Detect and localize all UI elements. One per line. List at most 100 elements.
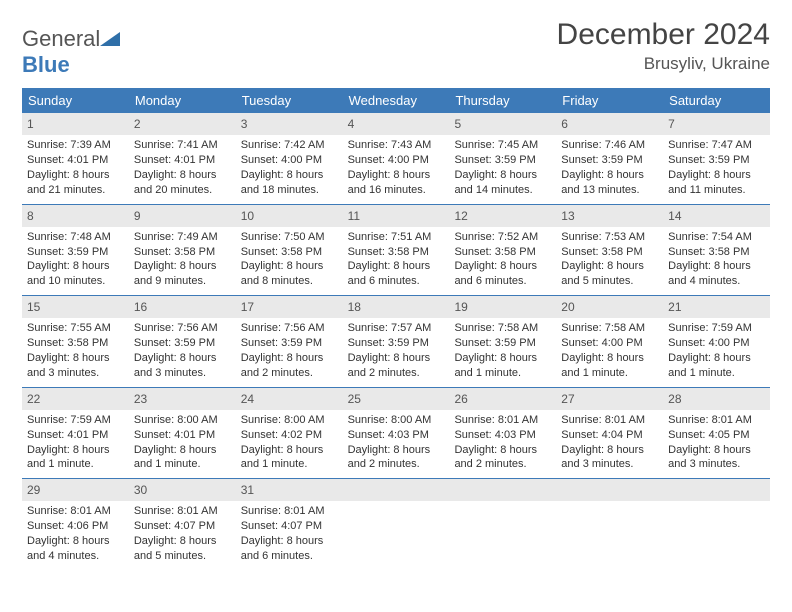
sunset-text: Sunset: 4:01 PM (27, 153, 124, 168)
day-number: 25 (343, 388, 450, 410)
day-body: Sunrise: 7:59 AMSunset: 4:01 PMDaylight:… (22, 410, 129, 478)
sunrise-text: Sunrise: 7:48 AM (27, 230, 124, 245)
day-body: Sunrise: 7:43 AMSunset: 4:00 PMDaylight:… (343, 135, 450, 203)
logo-word2: Blue (22, 52, 70, 77)
day-number: 1 (22, 113, 129, 135)
day-cell: 30Sunrise: 8:01 AMSunset: 4:07 PMDayligh… (129, 479, 236, 570)
daylight-text-2: and 11 minutes. (668, 183, 765, 198)
sunrise-text: Sunrise: 7:59 AM (668, 321, 765, 336)
daylight-text-1: Daylight: 8 hours (134, 443, 231, 458)
day-number (343, 479, 450, 501)
daylight-text-1: Daylight: 8 hours (668, 443, 765, 458)
day-cell: 20Sunrise: 7:58 AMSunset: 4:00 PMDayligh… (556, 296, 663, 387)
day-body: Sunrise: 7:57 AMSunset: 3:59 PMDaylight:… (343, 318, 450, 386)
day-cell: 27Sunrise: 8:01 AMSunset: 4:04 PMDayligh… (556, 388, 663, 479)
sunset-text: Sunset: 3:59 PM (668, 153, 765, 168)
week-row: 8Sunrise: 7:48 AMSunset: 3:59 PMDaylight… (22, 204, 770, 296)
daylight-text-2: and 3 minutes. (27, 366, 124, 381)
daylight-text-1: Daylight: 8 hours (241, 168, 338, 183)
weekday-header: Thursday (449, 88, 556, 113)
daylight-text-2: and 6 minutes. (348, 274, 445, 289)
sunrise-text: Sunrise: 7:46 AM (561, 138, 658, 153)
daylight-text-2: and 2 minutes. (454, 457, 551, 472)
daylight-text-2: and 21 minutes. (27, 183, 124, 198)
sunset-text: Sunset: 3:59 PM (561, 153, 658, 168)
day-number: 28 (663, 388, 770, 410)
daylight-text-2: and 18 minutes. (241, 183, 338, 198)
sunset-text: Sunset: 4:07 PM (241, 519, 338, 534)
day-cell: 29Sunrise: 8:01 AMSunset: 4:06 PMDayligh… (22, 479, 129, 570)
day-number: 24 (236, 388, 343, 410)
daylight-text-1: Daylight: 8 hours (561, 443, 658, 458)
daylight-text-1: Daylight: 8 hours (668, 259, 765, 274)
daylight-text-2: and 1 minute. (27, 457, 124, 472)
day-body (663, 501, 770, 510)
daylight-text-2: and 20 minutes. (134, 183, 231, 198)
daylight-text-1: Daylight: 8 hours (27, 443, 124, 458)
day-cell: 3Sunrise: 7:42 AMSunset: 4:00 PMDaylight… (236, 113, 343, 204)
sunrise-text: Sunrise: 7:41 AM (134, 138, 231, 153)
day-number: 30 (129, 479, 236, 501)
daylight-text-2: and 10 minutes. (27, 274, 124, 289)
sunset-text: Sunset: 4:00 PM (348, 153, 445, 168)
sunset-text: Sunset: 4:05 PM (668, 428, 765, 443)
day-number: 9 (129, 205, 236, 227)
day-cell: 22Sunrise: 7:59 AMSunset: 4:01 PMDayligh… (22, 388, 129, 479)
day-cell: 5Sunrise: 7:45 AMSunset: 3:59 PMDaylight… (449, 113, 556, 204)
day-number: 10 (236, 205, 343, 227)
daylight-text-2: and 4 minutes. (668, 274, 765, 289)
day-number: 19 (449, 296, 556, 318)
day-number: 17 (236, 296, 343, 318)
daylight-text-1: Daylight: 8 hours (27, 168, 124, 183)
daylight-text-1: Daylight: 8 hours (241, 351, 338, 366)
daylight-text-2: and 9 minutes. (134, 274, 231, 289)
day-number: 14 (663, 205, 770, 227)
day-body: Sunrise: 8:01 AMSunset: 4:07 PMDaylight:… (236, 501, 343, 569)
day-body: Sunrise: 7:45 AMSunset: 3:59 PMDaylight:… (449, 135, 556, 203)
sunrise-text: Sunrise: 8:01 AM (134, 504, 231, 519)
daylight-text-1: Daylight: 8 hours (27, 259, 124, 274)
daylight-text-2: and 6 minutes. (454, 274, 551, 289)
day-cell: 9Sunrise: 7:49 AMSunset: 3:58 PMDaylight… (129, 205, 236, 296)
week-row: 1Sunrise: 7:39 AMSunset: 4:01 PMDaylight… (22, 113, 770, 204)
day-cell: 1Sunrise: 7:39 AMSunset: 4:01 PMDaylight… (22, 113, 129, 204)
day-body: Sunrise: 7:53 AMSunset: 3:58 PMDaylight:… (556, 227, 663, 295)
day-cell: 25Sunrise: 8:00 AMSunset: 4:03 PMDayligh… (343, 388, 450, 479)
sunset-text: Sunset: 4:01 PM (134, 153, 231, 168)
sunrise-text: Sunrise: 8:01 AM (454, 413, 551, 428)
day-body: Sunrise: 7:46 AMSunset: 3:59 PMDaylight:… (556, 135, 663, 203)
day-body: Sunrise: 8:01 AMSunset: 4:06 PMDaylight:… (22, 501, 129, 569)
day-cell: 26Sunrise: 8:01 AMSunset: 4:03 PMDayligh… (449, 388, 556, 479)
daylight-text-1: Daylight: 8 hours (454, 443, 551, 458)
weekday-header: Friday (556, 88, 663, 113)
day-cell: 12Sunrise: 7:52 AMSunset: 3:58 PMDayligh… (449, 205, 556, 296)
sunset-text: Sunset: 4:01 PM (27, 428, 124, 443)
day-number (449, 479, 556, 501)
sunrise-text: Sunrise: 7:58 AM (561, 321, 658, 336)
daylight-text-1: Daylight: 8 hours (668, 168, 765, 183)
daylight-text-2: and 1 minute. (241, 457, 338, 472)
day-body: Sunrise: 7:41 AMSunset: 4:01 PMDaylight:… (129, 135, 236, 203)
sunrise-text: Sunrise: 7:53 AM (561, 230, 658, 245)
day-number: 18 (343, 296, 450, 318)
daylight-text-2: and 1 minute. (454, 366, 551, 381)
sunset-text: Sunset: 4:03 PM (454, 428, 551, 443)
week-row: 22Sunrise: 7:59 AMSunset: 4:01 PMDayligh… (22, 387, 770, 479)
day-cell: 2Sunrise: 7:41 AMSunset: 4:01 PMDaylight… (129, 113, 236, 204)
day-body: Sunrise: 7:48 AMSunset: 3:59 PMDaylight:… (22, 227, 129, 295)
day-number: 13 (556, 205, 663, 227)
weekday-header: Saturday (663, 88, 770, 113)
logo: General Blue (22, 26, 120, 78)
day-body: Sunrise: 7:56 AMSunset: 3:59 PMDaylight:… (236, 318, 343, 386)
daylight-text-1: Daylight: 8 hours (668, 351, 765, 366)
daylight-text-1: Daylight: 8 hours (348, 168, 445, 183)
day-body: Sunrise: 7:56 AMSunset: 3:59 PMDaylight:… (129, 318, 236, 386)
day-number: 5 (449, 113, 556, 135)
day-number: 31 (236, 479, 343, 501)
day-body (343, 501, 450, 510)
day-body: Sunrise: 8:00 AMSunset: 4:03 PMDaylight:… (343, 410, 450, 478)
sunrise-text: Sunrise: 7:51 AM (348, 230, 445, 245)
daylight-text-2: and 3 minutes. (134, 366, 231, 381)
day-number: 3 (236, 113, 343, 135)
day-number: 20 (556, 296, 663, 318)
